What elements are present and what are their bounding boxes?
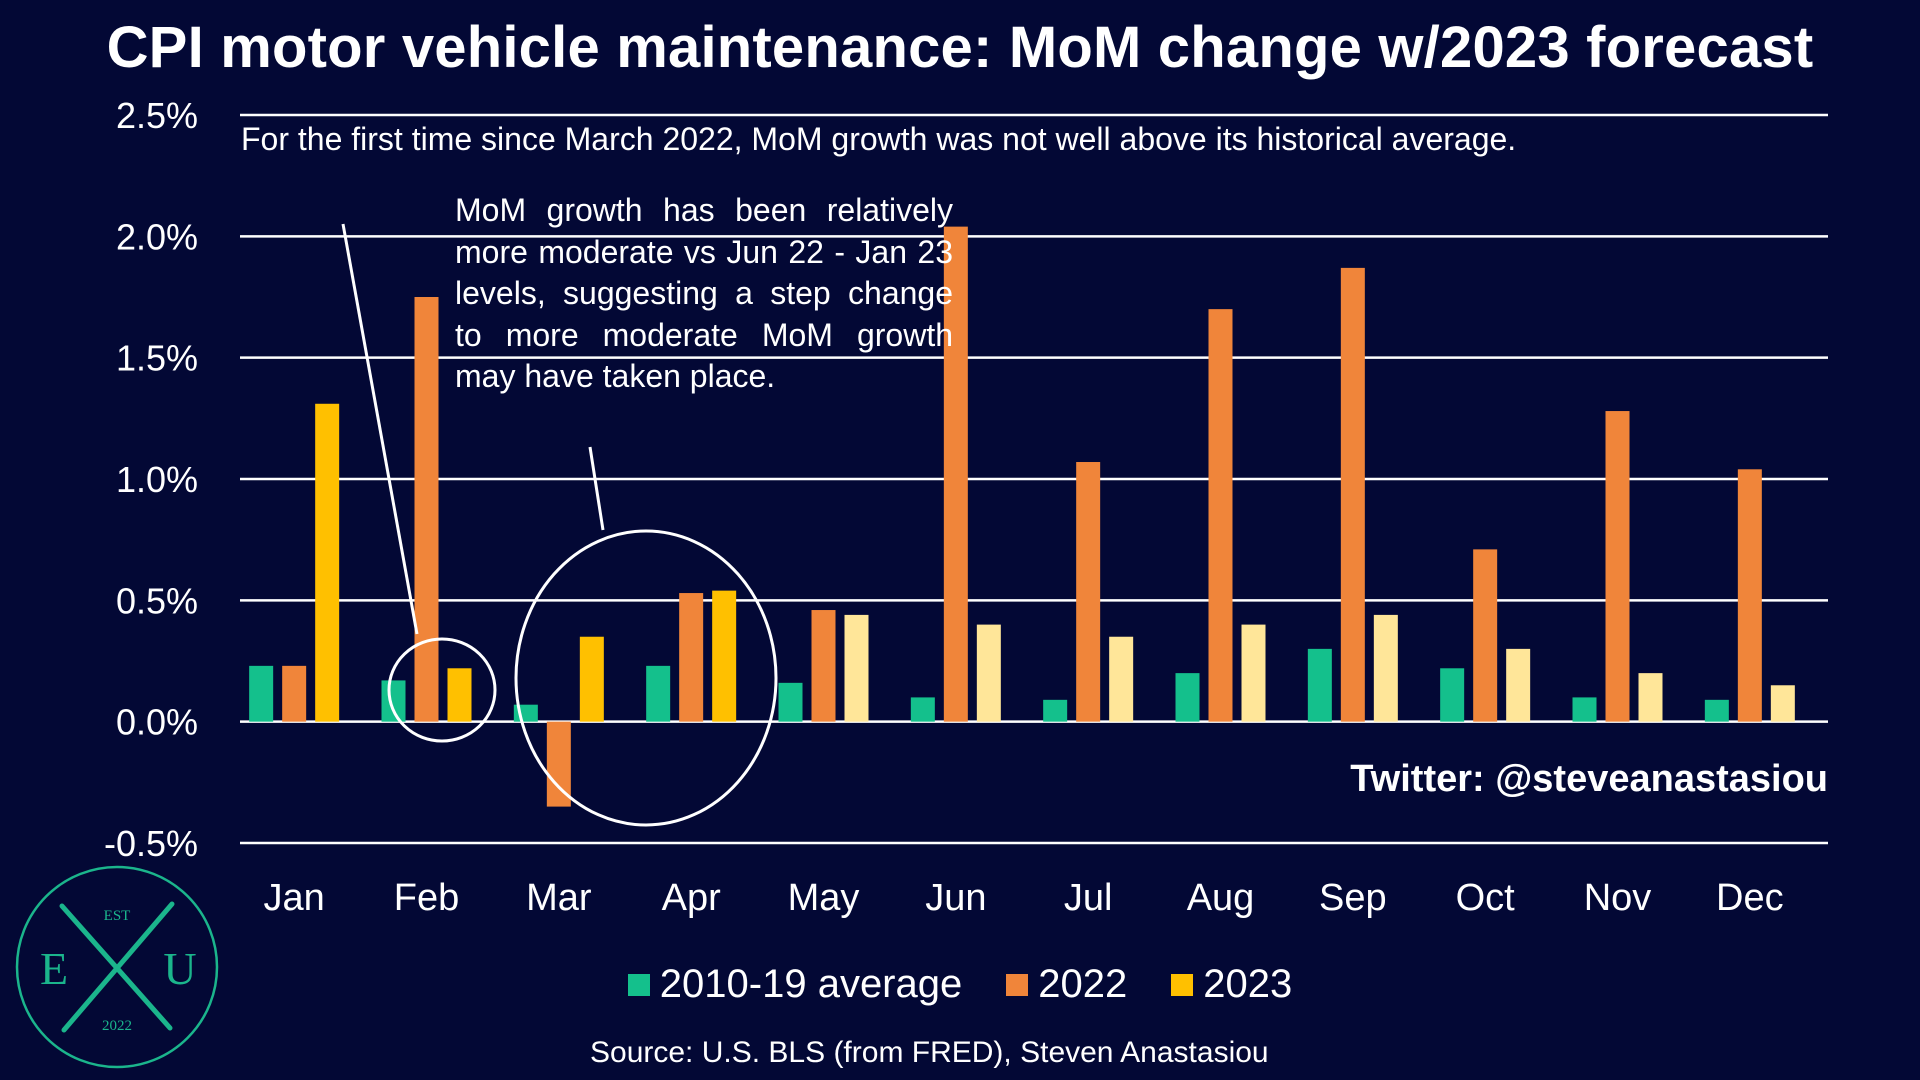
bar-2023 <box>712 590 737 722</box>
x-tick-label: Jan <box>264 877 325 919</box>
bar-2023 <box>1373 614 1398 722</box>
x-tick-label: Jun <box>925 877 986 919</box>
bar-avg <box>1440 668 1465 722</box>
bar-2023 <box>844 614 869 722</box>
bar-avg <box>778 682 803 722</box>
annotation-moderate-growth: MoM growth has been relatively more mode… <box>455 192 953 394</box>
logo-letter-u: U <box>163 943 196 994</box>
bar-2022 <box>414 297 439 722</box>
legend-item-2022: 2022 <box>1006 962 1127 1007</box>
bar-2022 <box>1340 267 1365 722</box>
y-tick-label: -0.5% <box>104 823 198 864</box>
bar-avg <box>1043 699 1068 722</box>
bar-2023 <box>1638 673 1663 722</box>
annotation-first-time: For the first time since March 2022, MoM… <box>241 121 1517 157</box>
chart-legend: 2010-19 average 2022 2023 <box>0 962 1920 1007</box>
legend-label-2022: 2022 <box>1038 962 1128 1006</box>
bar-2022 <box>1208 309 1233 722</box>
bar-2023 <box>1506 648 1531 722</box>
y-tick-label: 2.5% <box>116 95 198 136</box>
bar-2022 <box>943 226 968 722</box>
bar-2022 <box>1076 462 1101 722</box>
x-tick-label: Apr <box>662 877 721 919</box>
legend-item-2023: 2023 <box>1171 962 1292 1007</box>
logo-est: EST <box>104 908 131 924</box>
legend-swatch-2022 <box>1006 973 1029 996</box>
bar-avg <box>381 680 406 722</box>
x-tick-label: Oct <box>1456 877 1516 919</box>
legend-swatch-avg <box>627 973 650 996</box>
bar-2022 <box>1605 411 1630 722</box>
exu-logo: EST E U 2022 <box>15 865 219 1069</box>
bar-2023 <box>1241 624 1266 722</box>
bar-2023 <box>579 636 604 722</box>
logo-ring <box>15 865 219 1069</box>
bar-avg <box>1572 697 1597 722</box>
pointer-line-feb <box>341 223 419 635</box>
logo-blade-2 <box>59 903 173 1031</box>
bar-avg <box>249 665 274 722</box>
y-tick-label: 0.5% <box>116 580 198 621</box>
legend-swatch-2023 <box>1171 973 1194 996</box>
bar-2022 <box>1473 549 1498 722</box>
callout-circle-feb <box>387 637 497 743</box>
callout-circle-mar-apr <box>514 529 778 827</box>
bar-2023 <box>315 403 340 722</box>
legend-item-avg: 2010-19 average <box>627 962 963 1007</box>
bar-2022 <box>546 721 571 807</box>
y-tick-label: 1.5% <box>116 338 198 379</box>
legend-label-2023: 2023 <box>1203 962 1293 1006</box>
bar-avg <box>1175 673 1200 722</box>
legend-label-avg: 2010-19 average <box>659 962 963 1006</box>
x-tick-label: Jul <box>1064 877 1113 919</box>
bar-avg <box>1307 648 1332 722</box>
x-tick-label: Sep <box>1319 877 1387 919</box>
bar-2022 <box>1737 469 1762 722</box>
bar-2023 <box>447 668 472 722</box>
twitter-handle: Twitter: @steveanastasiou <box>1350 758 1828 800</box>
x-tick-label: Nov <box>1584 877 1652 919</box>
bar-2022 <box>282 665 307 722</box>
bar-avg <box>910 697 935 722</box>
bar-2023 <box>1770 685 1795 722</box>
x-tick-label: Aug <box>1187 877 1255 919</box>
y-tick-label: 0.0% <box>116 702 198 743</box>
bar-avg <box>646 665 671 722</box>
source-note: Source: U.S. BLS (from FRED), Steven Ana… <box>590 1036 1269 1069</box>
chart-title: CPI motor vehicle maintenance: MoM chang… <box>106 15 1814 80</box>
x-tick-label: Mar <box>526 877 592 919</box>
x-tick-label: Feb <box>394 877 459 919</box>
x-tick-label: May <box>788 877 860 919</box>
x-tick-label: Dec <box>1716 877 1784 919</box>
logo-letter-e: E <box>40 943 68 994</box>
logo-year: 2022 <box>102 1018 132 1034</box>
bar-avg <box>1704 699 1729 722</box>
y-tick-label: 2.0% <box>116 216 198 257</box>
bar-2023 <box>1109 636 1134 722</box>
bar-2022 <box>811 610 836 722</box>
y-tick-label: 1.0% <box>116 459 198 500</box>
pointer-line-mar-apr <box>588 446 605 531</box>
bar-2023 <box>976 624 1001 722</box>
bar-2022 <box>679 593 704 722</box>
